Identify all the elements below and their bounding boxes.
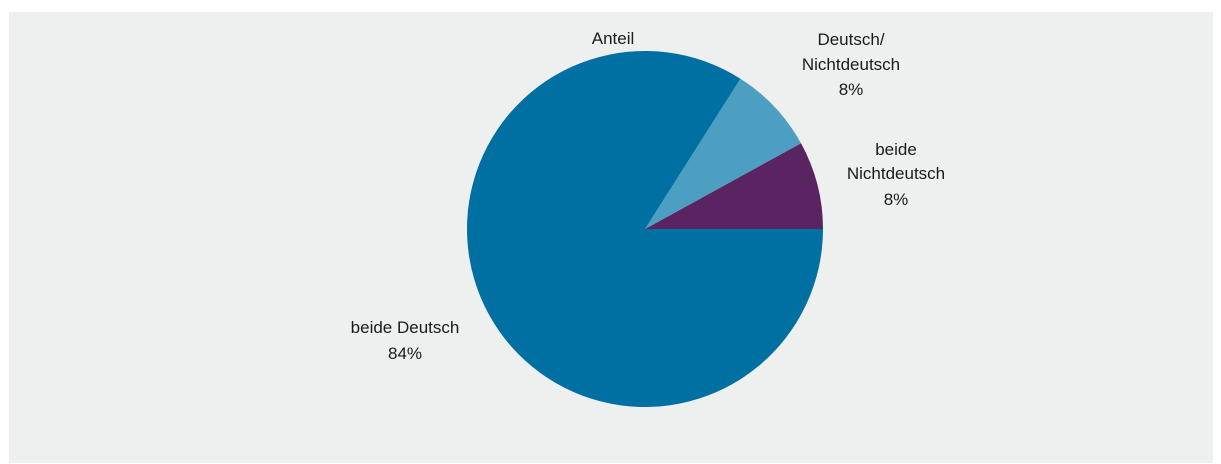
slice-label-beide-deutsch-value: 84% xyxy=(388,344,422,363)
slice-label-mixed-name-line1: Deutsch/ xyxy=(817,30,884,49)
pie-slice-beide-deutsch xyxy=(467,50,823,407)
chart-title: Anteil xyxy=(592,29,635,48)
slice-label-beide-nichtdeutsch-name-line2: Nichtdeutsch xyxy=(847,164,945,183)
slice-label-beide-nichtdeutsch-name-line1: beide xyxy=(875,140,917,159)
slice-label-beide-deutsch-name: beide Deutsch xyxy=(351,318,460,337)
pie-slices xyxy=(467,50,823,407)
pie-slice-beide-nichtdeutsch xyxy=(645,143,823,229)
slice-label-mixed-value: 8% xyxy=(839,80,864,99)
pie-slice-deutsch-nichtdeutsch xyxy=(645,78,801,230)
slice-label-beide-nichtdeutsch-value: 8% xyxy=(884,190,909,209)
slice-label-mixed-name-line2: Nichtdeutsch xyxy=(802,55,900,74)
